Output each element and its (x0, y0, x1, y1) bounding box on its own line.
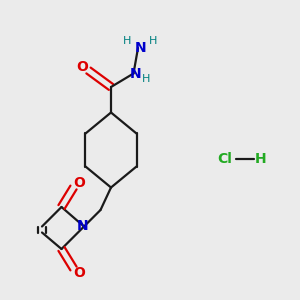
Text: H: H (149, 35, 157, 46)
Text: N: N (77, 219, 88, 233)
Text: N: N (130, 67, 142, 80)
Text: H: H (123, 35, 132, 46)
Text: O: O (76, 60, 88, 74)
Text: Cl: Cl (218, 152, 232, 166)
Text: O: O (73, 176, 85, 190)
Text: H: H (255, 152, 267, 166)
Text: N: N (135, 41, 146, 55)
Text: O: O (73, 266, 85, 280)
Text: H: H (142, 74, 150, 85)
